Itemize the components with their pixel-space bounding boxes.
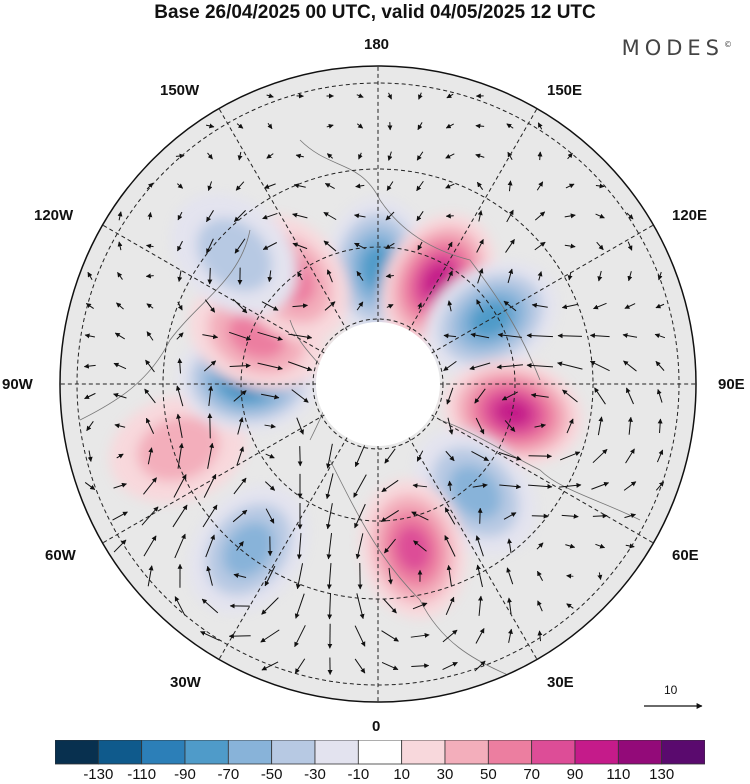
colorbar-swatch [575, 740, 618, 764]
colorbar-tick-label: -70 [217, 766, 239, 783]
wind-arrow [446, 216, 453, 217]
lon-label-90e: 90E [718, 376, 745, 393]
colorbar-tick-label: -10 [347, 766, 369, 783]
colorbar-swatch [402, 740, 445, 764]
map-disk [0, 5, 750, 763]
wind-arrow [529, 456, 552, 457]
lon-label-0: 0 [372, 718, 380, 735]
colorbar-swatch [185, 740, 228, 764]
lon-label-150e: 150E [547, 82, 582, 99]
colorbar-tick-label: 10 [393, 766, 410, 783]
colorbar-swatch [358, 740, 401, 764]
wind-arrow [210, 268, 211, 284]
colorbar-tick-label: 30 [437, 766, 454, 783]
colorbar-swatch [618, 740, 661, 764]
colorbar-swatch [662, 740, 705, 764]
colorbar [55, 740, 705, 766]
colorbar-swatch [532, 740, 575, 764]
colorbar-swatch [55, 740, 98, 764]
wind-arrow [558, 336, 582, 337]
wind-arrow [476, 126, 484, 127]
colorbar-tick-label: 90 [567, 766, 584, 783]
colorbar-tick-label: 50 [480, 766, 497, 783]
lon-label-120e: 120E [672, 207, 707, 224]
colorbar-swatch [142, 740, 185, 764]
wind-arrow [210, 414, 211, 439]
lon-label-30w: 30W [170, 674, 201, 691]
colorbar-tick-label: -130 [83, 766, 113, 783]
colorbar-swatch [228, 740, 271, 764]
colorbar-swatch [98, 740, 141, 764]
lon-label-60e: 60E [672, 547, 699, 564]
colorbar-tick-label: -30 [304, 766, 326, 783]
polar-cap [316, 322, 440, 446]
lon-label-60w: 60W [45, 547, 76, 564]
lon-label-180: 180 [364, 36, 389, 53]
vector-legend-value: 10 [664, 683, 677, 697]
colorbar-swatch [315, 740, 358, 764]
colorbar-swatch [488, 740, 531, 764]
wind-arrow [567, 576, 574, 577]
colorbar-swatch [272, 740, 315, 764]
lon-label-150w: 150W [160, 82, 199, 99]
colorbar-tick-label: -110 [127, 766, 156, 783]
wind-arrow [480, 508, 481, 523]
wind-arrow [300, 446, 301, 466]
wind-arrow [540, 152, 541, 160]
lon-label-90w: 90W [2, 376, 33, 393]
lon-label-120w: 120W [34, 207, 73, 224]
colorbar-tick-label: 130 [649, 766, 674, 783]
colorbar-tick-label: 110 [606, 766, 630, 783]
colorbar-tick-labels: -130 -110 -90 -70 -50 -30 -10 10 30 50 70 90 110 130 [0, 766, 750, 784]
colorbar-tick-label: -50 [261, 766, 283, 783]
colorbar-tick-label: 70 [523, 766, 540, 783]
lon-label-30e: 30E [547, 674, 574, 691]
arrow-right-icon [640, 698, 710, 714]
colorbar-tick-label: -90 [174, 766, 196, 783]
colorbar-swatch [445, 740, 488, 764]
wind-arrow [229, 636, 250, 637]
